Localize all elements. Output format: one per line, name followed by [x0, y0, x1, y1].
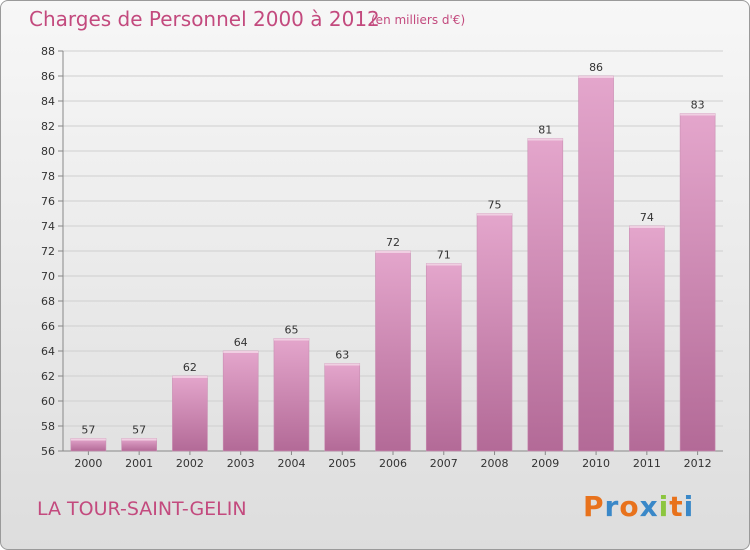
y-tick-label: 60	[41, 395, 55, 408]
bar	[578, 75, 614, 452]
data-label: 81	[538, 124, 552, 137]
y-tick-label: 64	[41, 345, 55, 358]
data-label: 57	[132, 424, 146, 437]
chart-subtitle: (en milliers d'€)	[371, 13, 466, 27]
bar	[324, 363, 361, 452]
bar	[476, 213, 513, 452]
x-tick-label: 2001	[125, 457, 153, 470]
logo-letter: P	[583, 490, 605, 523]
y-tick-label: 76	[41, 195, 55, 208]
data-label: 64	[234, 336, 248, 349]
x-tick-label: 2005	[328, 457, 356, 470]
proxiti-logo: Proxiti	[583, 490, 694, 523]
y-tick-label: 58	[41, 420, 55, 433]
x-tick-label: 2002	[176, 457, 204, 470]
bar	[375, 250, 411, 452]
bar-highlight	[578, 76, 614, 78]
bar-highlight	[223, 351, 259, 353]
logo-letter: i	[658, 490, 670, 523]
y-tick-label: 80	[41, 145, 55, 158]
data-label: 71	[437, 249, 451, 262]
x-tick-label: 2012	[684, 457, 712, 470]
x-tick-label: 2004	[277, 457, 305, 470]
y-tick-label: 62	[41, 370, 55, 383]
bar-highlight	[680, 113, 716, 116]
x-tick-label: 2008	[481, 457, 509, 470]
bar	[172, 375, 208, 452]
data-label: 63	[335, 349, 349, 362]
x-tick-label: 2009	[531, 457, 559, 470]
bar-highlight	[273, 338, 309, 341]
y-tick-label: 68	[41, 295, 55, 308]
data-label: 75	[488, 199, 502, 212]
bar	[527, 138, 564, 452]
y-tick-label: 66	[41, 320, 55, 333]
data-label: 83	[691, 99, 705, 112]
town-name: LA TOUR-SAINT-GELIN	[37, 498, 247, 520]
y-tick-label: 78	[41, 170, 55, 183]
logo-letter: x	[639, 490, 659, 523]
data-label: 65	[284, 324, 298, 337]
bar-highlight	[121, 438, 157, 441]
bar	[629, 225, 665, 452]
bar-highlight	[375, 251, 411, 253]
logo-letter: r	[604, 490, 620, 523]
y-tick-label: 84	[41, 95, 55, 108]
logo-letter: i	[683, 490, 695, 523]
x-tick-label: 2007	[430, 457, 458, 470]
bar	[222, 350, 259, 452]
bar-highlight	[527, 138, 563, 141]
x-tick-label: 2006	[379, 457, 407, 470]
bar-highlight	[629, 226, 665, 228]
bar-highlight	[324, 363, 360, 366]
bar-highlight	[426, 263, 462, 266]
data-label: 74	[640, 211, 654, 224]
x-tick-label: 2003	[227, 457, 255, 470]
y-tick-label: 70	[41, 270, 55, 283]
bar	[679, 113, 716, 452]
bar	[425, 263, 462, 452]
data-label: 57	[81, 424, 95, 437]
y-tick-label: 74	[41, 220, 55, 233]
bar-highlight	[477, 213, 513, 216]
bar-highlight	[70, 438, 106, 441]
bar-highlight	[172, 376, 208, 378]
bar	[273, 338, 310, 452]
y-tick-label: 56	[41, 445, 55, 458]
data-label: 62	[183, 361, 197, 374]
y-tick-label: 88	[41, 45, 55, 58]
logo-letter: o	[619, 490, 640, 523]
x-tick-label: 2000	[74, 457, 102, 470]
data-label: 72	[386, 236, 400, 249]
y-tick-label: 82	[41, 120, 55, 133]
x-tick-label: 2011	[633, 457, 661, 470]
logo-letter: t	[669, 490, 684, 523]
chart-title: Charges de Personnel 2000 à 2012	[29, 7, 380, 31]
y-tick-label: 86	[41, 70, 55, 83]
x-tick-label: 2010	[582, 457, 610, 470]
data-label: 86	[589, 61, 603, 74]
y-tick-label: 72	[41, 245, 55, 258]
